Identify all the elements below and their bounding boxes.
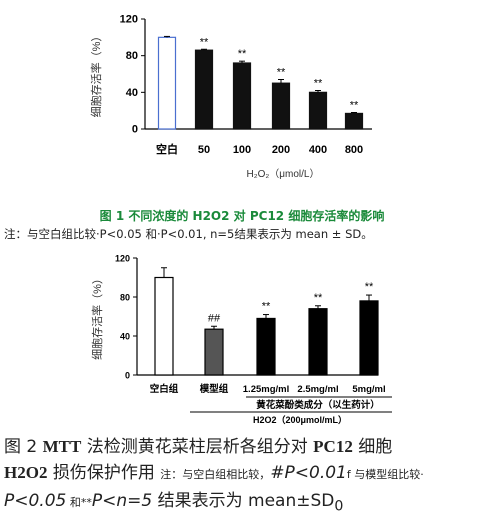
figure-2-caption: 图 2 MTT 法检测黄花菜柱层析各组分对 PC12 细胞 H2O2 损伤保护作… [4, 434, 482, 519]
significance-mark: ** [314, 78, 323, 90]
bar [359, 300, 379, 376]
fig1-caption-text: 对 [229, 209, 250, 223]
bar [308, 91, 328, 130]
x-tick-label: 50 [198, 144, 210, 156]
bar [204, 328, 224, 376]
significance-mark: ** [365, 281, 374, 293]
fig2-note-sub: 0 [334, 498, 344, 515]
bar [232, 62, 252, 130]
y-tick-label: 40 [126, 87, 138, 99]
fig2-caption-mtt: MTT [42, 437, 82, 456]
significance-mark: ** [238, 48, 247, 60]
x-tick-label: 空白 [156, 142, 178, 156]
bar [308, 308, 328, 376]
fig2-caption-text: 细胞 [352, 437, 393, 457]
bar [344, 112, 364, 130]
fig2-note-text: 结果表示为 mean±SD [152, 491, 335, 511]
bar [194, 49, 214, 130]
significance-mark: ** [350, 100, 359, 112]
fig2-caption-text: 法检测黄花菜柱层析各组分对 [81, 437, 314, 457]
x-tick-label: 5mg/ml [352, 384, 385, 395]
y-tick-label: 80 [120, 293, 130, 303]
figure-2-chart: 0 40 80 120 细胞存活率（%） 空白组 ## 模型组 ** 1.25mg/ml ** 2.5… [90, 254, 392, 425]
fig1-caption-text: 图 1 不同浓度的 [99, 209, 193, 223]
figure-1-note: 注：与空白组比较·P<0.05 和·P<0.01, n=5结果表示为 mean … [4, 227, 373, 241]
fig1-caption-text: 细胞存活率的影响 [284, 209, 385, 223]
bar [157, 36, 177, 130]
x-tick-label: 模型组 [200, 383, 229, 395]
fig2-caption-pc12: PC12 [313, 437, 353, 456]
fig2-note-text: 和** [66, 496, 92, 509]
x-tick-label: 空白组 [150, 383, 179, 395]
fig2-note-p005: P<0.05 [4, 491, 67, 511]
significance-mark: ** [262, 301, 271, 313]
x-tick-label: 400 [309, 144, 327, 156]
figure-1-caption: 图 1 不同浓度的 H2O2 对 PC12 细胞存活率的影响 [0, 207, 484, 224]
fig2-note-text: 注：与空白组相比较， [160, 468, 271, 481]
significance-mark: ** [200, 36, 209, 48]
x-tick-label: 2.5mg/ml [297, 384, 338, 395]
bar [154, 276, 174, 376]
fig1-caption-h2o2: H2O2 [192, 209, 230, 223]
x-tick-label: 200 [272, 144, 290, 156]
x-axis-label: H2O2（200μmol/mL） [253, 415, 347, 425]
figure-1-chart: 0 40 80 120 细胞存活率（%） 空白 ** 50 ** 100 ** 200 ** 400 ** 8… [89, 14, 372, 180]
fig2-note-n: P<n=5 [91, 491, 153, 511]
x-tick-label: 100 [233, 144, 251, 156]
x-tick-label: 800 [345, 144, 363, 156]
fig2-caption-text: 损伤保护作用 [47, 463, 161, 483]
y-tick-label: 0 [125, 371, 130, 381]
y-tick-label: 80 [126, 50, 138, 62]
x-tick-label: 1.25mg/ml [243, 384, 289, 395]
significance-mark: ** [277, 67, 286, 79]
y-tick-label: 120 [120, 14, 138, 26]
y-tick-label: 0 [132, 124, 138, 136]
fig2-caption-h2o2: H2O2 [4, 463, 48, 482]
significance-mark: ## [208, 312, 221, 324]
significance-mark: ** [314, 292, 323, 304]
y-axis-label: 细胞存活率（%） [89, 31, 103, 118]
fig2-note-p001: #P<0.01 [270, 463, 347, 483]
y-tick-label: 120 [115, 254, 130, 264]
fig2-caption-text: 图 2 [4, 437, 43, 457]
fig2-note-text: f 与模型组比较· [346, 468, 424, 481]
y-axis-label: 细胞存活率（%） [90, 273, 104, 360]
fig1-caption-pc12: PC12 [249, 209, 285, 223]
bar [256, 317, 276, 376]
bar [271, 82, 291, 130]
group-label: 黄花菜酚类成分（以生药计） [256, 399, 380, 411]
x-axis-label: H₂O₂（μmol/L） [247, 168, 320, 180]
y-tick-label: 40 [120, 332, 130, 342]
